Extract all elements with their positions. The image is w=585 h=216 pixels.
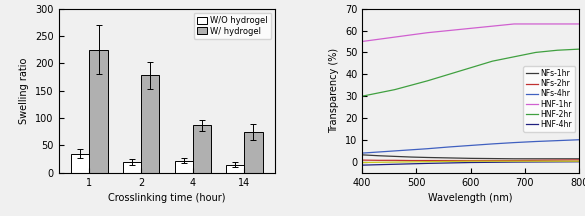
NFs-4hr: [391, 150, 398, 152]
NFs-2hr: [467, 159, 474, 162]
NFs-2hr: [391, 159, 398, 162]
NFs-2hr: [359, 159, 366, 161]
HNF-2hr: [446, 73, 453, 76]
HNF-2hr: [532, 51, 539, 54]
NFs-4hr: [359, 152, 366, 154]
HNF-1hr: [446, 29, 453, 32]
NFs-2hr: [446, 159, 453, 162]
Bar: [193, 125, 211, 173]
NFs-4hr: [375, 151, 382, 153]
HNF-4hr: [391, 163, 398, 165]
NFs-4hr: [408, 149, 415, 151]
HNF-2hr: [359, 95, 366, 97]
NFs-4hr: [554, 139, 561, 142]
NFs-1hr: [576, 157, 583, 160]
Line: NFs-4hr: NFs-4hr: [362, 140, 579, 153]
Bar: [175, 161, 193, 173]
HNF-4hr: [446, 162, 453, 164]
NFs-1hr: [446, 157, 453, 159]
Bar: [123, 162, 141, 173]
HNF-1hr: [408, 34, 415, 36]
Bar: [141, 75, 159, 173]
HNF-4hr: [576, 160, 583, 163]
NFs-1hr: [489, 157, 496, 160]
NFs-1hr: [391, 155, 398, 158]
NFs-2hr: [554, 159, 561, 161]
HNF-1hr: [375, 38, 382, 41]
X-axis label: Crosslinking time (hour): Crosslinking time (hour): [108, 193, 226, 203]
Line: NFs-1hr: NFs-1hr: [362, 155, 579, 159]
X-axis label: Wavelength (nm): Wavelength (nm): [428, 193, 513, 203]
HNF-2hr: [424, 79, 431, 82]
NFs-2hr: [511, 159, 518, 162]
HNF-1hr: [424, 31, 431, 34]
HNF-1hr: [511, 23, 518, 25]
NFs-1hr: [511, 157, 518, 160]
HNF-2hr: [576, 48, 583, 50]
NFs-4hr: [532, 140, 539, 143]
NFs-4hr: [511, 141, 518, 144]
Line: HNF-1hr: HNF-1hr: [362, 24, 579, 41]
HNF-1hr: [576, 23, 583, 25]
Bar: [226, 165, 245, 173]
NFs-4hr: [576, 138, 583, 141]
NFs-4hr: [446, 146, 453, 148]
HNF-1hr: [467, 27, 474, 30]
HNF-2hr: [408, 84, 415, 87]
HNF-2hr: [391, 88, 398, 91]
HNF-2hr: [511, 56, 518, 58]
NFs-1hr: [554, 157, 561, 160]
HNF-1hr: [391, 36, 398, 38]
Y-axis label: Transparency (%): Transparency (%): [329, 48, 339, 133]
HNF-1hr: [489, 25, 496, 27]
HNF-4hr: [375, 164, 382, 166]
Legend: NFs-1hr, NFs-2hr, NFs-4hr, HNF-1hr, HNF-2hr, HNF-4hr: NFs-1hr, NFs-2hr, NFs-4hr, HNF-1hr, HNF-…: [523, 66, 575, 132]
HNF-4hr: [408, 162, 415, 165]
Line: HNF-2hr: HNF-2hr: [362, 49, 579, 96]
NFs-4hr: [467, 144, 474, 147]
Y-axis label: Swelling ratio: Swelling ratio: [19, 57, 29, 124]
Legend: W/O hydrogel, W/ hydrogel: W/O hydrogel, W/ hydrogel: [194, 13, 271, 39]
HNF-2hr: [554, 49, 561, 52]
HNF-4hr: [467, 161, 474, 164]
Bar: [71, 154, 90, 173]
Line: HNF-4hr: HNF-4hr: [362, 162, 579, 165]
NFs-2hr: [424, 159, 431, 162]
Bar: [90, 50, 108, 173]
NFs-1hr: [467, 157, 474, 160]
NFs-4hr: [424, 148, 431, 150]
NFs-1hr: [532, 157, 539, 160]
NFs-2hr: [489, 159, 496, 162]
HNF-4hr: [532, 161, 539, 163]
NFs-1hr: [408, 156, 415, 158]
NFs-2hr: [408, 159, 415, 162]
HNF-4hr: [554, 160, 561, 163]
HNF-4hr: [489, 161, 496, 164]
HNF-1hr: [359, 40, 366, 43]
HNF-2hr: [489, 60, 496, 62]
HNF-1hr: [554, 23, 561, 25]
NFs-4hr: [489, 143, 496, 145]
HNF-2hr: [375, 92, 382, 94]
NFs-1hr: [424, 156, 431, 159]
NFs-2hr: [375, 159, 382, 162]
NFs-1hr: [375, 154, 382, 157]
NFs-2hr: [576, 159, 583, 161]
HNF-4hr: [424, 162, 431, 165]
HNF-1hr: [532, 23, 539, 25]
Bar: [245, 132, 263, 173]
HNF-2hr: [467, 67, 474, 69]
NFs-2hr: [532, 159, 539, 162]
HNF-4hr: [359, 164, 366, 167]
HNF-4hr: [511, 161, 518, 163]
NFs-1hr: [359, 154, 366, 156]
